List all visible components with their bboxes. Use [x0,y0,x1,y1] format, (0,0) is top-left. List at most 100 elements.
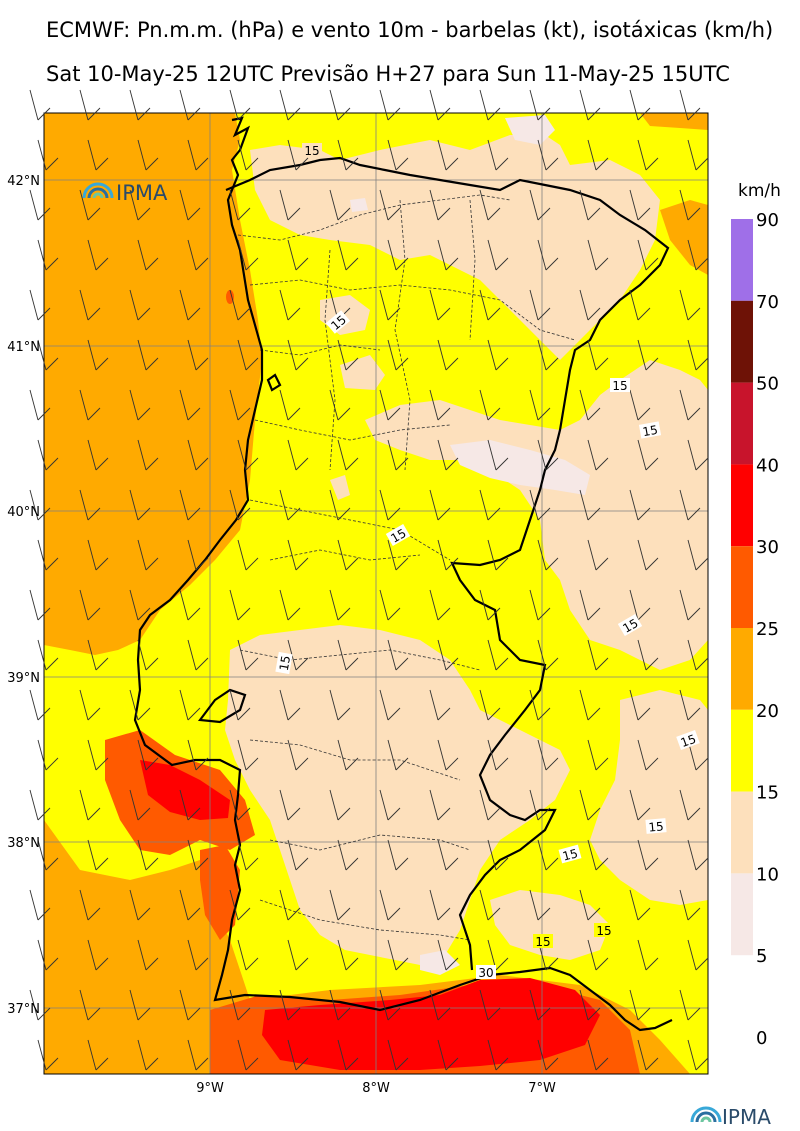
wind-barb [487,739,509,771]
wind-barb [587,1039,609,1071]
wind-barb [679,889,701,921]
wind-barb [79,689,101,721]
wind-barb [579,789,601,821]
wind-barb [79,789,101,821]
wind-barb [587,239,609,271]
wind-barb [329,589,351,621]
wind-barb [437,839,459,871]
wind-barb [179,989,201,1021]
wind-barb [529,489,551,521]
wind-barb [679,389,701,421]
colorbar-label: 40 [756,455,779,476]
wind-barb [129,289,151,321]
wind-barb [137,439,159,471]
wind-barb [629,89,651,121]
wind-barb [29,389,51,421]
colorbar-segment [731,628,753,710]
wind-barb [537,239,559,271]
wind-barb [329,989,351,1021]
wind-barb [87,939,109,971]
lat-label: 42°N [7,174,40,189]
coastline [133,116,673,1032]
wind-barb [587,739,609,771]
wind-barb [629,689,651,721]
wind-barb [429,789,451,821]
wind-barb [179,689,201,721]
lat-label: 37°N [7,1002,40,1017]
wind-barb [279,189,301,221]
red-zone-sado [140,760,230,820]
peach-zone-north [250,135,660,360]
wind-barb [337,639,359,671]
lat-label: 38°N [7,836,40,851]
wind-barb [329,789,351,821]
wind-barb [229,389,251,421]
wind-barb [387,339,409,371]
contour-label: 15 [304,144,319,158]
wind-barb [379,989,401,1021]
wind-barb [179,889,201,921]
wind-barb [37,439,59,471]
wind-barb [279,589,301,621]
pink-zone [450,440,590,495]
wind-barb [287,1039,309,1071]
wind-barb [687,239,709,271]
wind-barb [637,739,659,771]
wind-barb [479,289,501,321]
wind-barb [29,489,51,521]
wind-barb [629,489,651,521]
wind-barb [637,539,659,571]
colorbar-segment [731,546,753,628]
wind-barb [187,239,209,271]
wind-barb [479,589,501,621]
map-title: ECMWF: Pn.m.m. (hPa) e vento 10m - barbe… [46,18,774,42]
wind-barb [187,839,209,871]
wind-barb [637,1039,659,1071]
wind-barb [529,989,551,1021]
wind-barb [87,339,109,371]
wind-barb [487,839,509,871]
wind-barb [137,839,159,871]
wind-barb [679,489,701,521]
wind-barb [379,89,401,121]
wind-barb [337,239,359,271]
wind-barb [637,639,659,671]
wind-barb [537,139,559,171]
wind-barb [687,839,709,871]
wind-barb [87,839,109,871]
wind-barb [487,539,509,571]
wind-barb [387,539,409,571]
wind-barb [529,189,551,221]
wind-barb [429,689,451,721]
wind-barb [429,189,451,221]
red-zone-algarve [262,978,600,1070]
wind-barb [687,539,709,571]
lon-label: 7°W [528,1081,556,1096]
wind-barb [129,489,151,521]
colorbar-label: 0 [756,1028,767,1049]
wind-barb [529,789,551,821]
wind-barb [679,989,701,1021]
wind-barb [679,89,701,121]
wind-barb [179,789,201,821]
wind-barb [337,939,359,971]
wind-barb [537,439,559,471]
wind-barb [429,889,451,921]
wind-barb [487,1039,509,1071]
wind-barb [29,889,51,921]
wind-barb [579,489,601,521]
wind-barb [137,939,159,971]
wind-barb [629,289,651,321]
wind-barb [629,989,651,1021]
colorbar-label: 90 [756,210,779,231]
wind-barb [579,889,601,921]
wind-barb [137,339,159,371]
wind-barb [379,589,401,621]
wind-barb [587,139,609,171]
wind-barb [179,289,201,321]
wind-barb [37,239,59,271]
wind-barb [37,939,59,971]
contour-label: 15 [561,846,579,863]
wind-barb [37,539,59,571]
wind-barb [229,489,251,521]
